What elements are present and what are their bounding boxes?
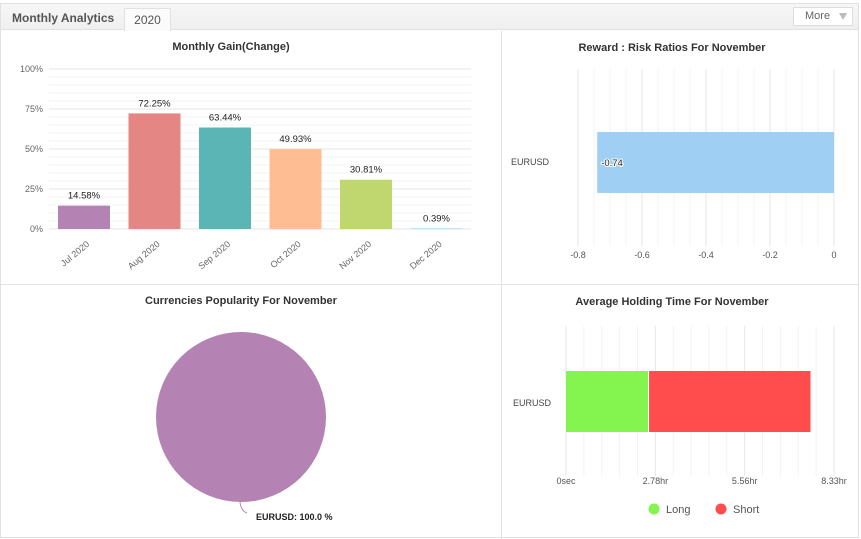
y-tick-label: 0%: [30, 224, 43, 234]
bar-dec-2020: [410, 228, 463, 229]
bar-aug-2020: [128, 113, 181, 229]
currencies-popularity-chart: EURUSD: 100.0 %: [156, 332, 333, 522]
vertical-divider: [501, 31, 502, 539]
pie-label-connector: [239, 501, 248, 514]
bar-eurusd: [597, 132, 834, 193]
x-tick-label: -0.6: [634, 250, 650, 260]
monthly-gain-title: Monthly Gain(Change): [172, 41, 290, 53]
bar-data-label: -0.74: [601, 158, 623, 169]
legend-label-long: Long: [666, 504, 690, 516]
x-tick-label: Nov 2020: [337, 239, 373, 271]
legend-marker-long: [648, 503, 660, 515]
x-tick-label: 2.78hr: [643, 476, 669, 486]
x-tick-label: Dec 2020: [408, 239, 444, 271]
more-label: More: [805, 10, 831, 22]
tab-2020[interactable]: 2020: [124, 8, 171, 31]
currencies-popularity-panel: Currencies Popularity For November EURUS…: [1, 285, 501, 539]
bar-data-label: 49.93%: [279, 134, 312, 145]
x-tick-label: 5.56hr: [732, 476, 758, 486]
bar-oct-2020: [269, 149, 322, 229]
bar-data-label: 63.44%: [209, 112, 242, 123]
bar-data-label: 14.58%: [68, 191, 101, 202]
bar-data-label: 72.25%: [138, 98, 171, 109]
y-tick-label: 25%: [25, 184, 43, 194]
bar-sep-2020: [199, 127, 251, 229]
x-tick-label: Oct 2020: [268, 239, 302, 270]
x-tick-label: Aug 2020: [126, 239, 162, 271]
y-category-label: EURUSD: [513, 398, 552, 408]
widget-title: Monthly Analytics: [12, 11, 115, 25]
x-tick-label: Jul 2020: [59, 239, 91, 269]
monthly-analytics-widget: Monthly Analytics 2020 More Monthly Gain…: [0, 3, 859, 539]
holding-time-panel: Average Holding Time For November 0sec 2.…: [502, 285, 858, 539]
pie-slice-eurusd: [156, 332, 326, 502]
y-tick-label: 100%: [20, 64, 43, 74]
reward-risk-chart: -0.8 -0.6 -0.4 -0.2 0 -0.74 EURUSD: [511, 69, 837, 260]
legend-marker-short: [715, 503, 727, 515]
reward-risk-title: Reward : Risk Ratios For November: [578, 42, 766, 54]
bar-data-label: 0.39%: [423, 213, 450, 224]
x-tick-label: 0sec: [556, 476, 576, 486]
horizontal-divider: [1, 284, 858, 285]
y-tick-label: 50%: [25, 144, 43, 154]
holding-time-chart: 0sec 2.78hr 5.56hr 8.33hr EURUSD Long Short: [513, 326, 847, 516]
x-tick-label: -0.8: [570, 250, 586, 260]
x-tick-label: 8.33hr: [821, 476, 847, 486]
y-tick-label: 75%: [25, 104, 43, 114]
legend-label-short: Short: [733, 504, 759, 516]
holding-time-title: Average Holding Time For November: [575, 296, 769, 308]
x-tick-label: -0.4: [698, 250, 714, 260]
reward-risk-panel: Reward : Risk Ratios For November -0.8 -0…: [502, 31, 858, 284]
bar-nov-2020: [340, 179, 392, 229]
bar-data-label: 30.81%: [350, 165, 383, 176]
bar-segment-long: [566, 371, 649, 432]
pie-data-label: EURUSD: 100.0 %: [256, 512, 333, 522]
currencies-popularity-title: Currencies Popularity For November: [145, 295, 337, 307]
x-tick-label: Sep 2020: [196, 239, 232, 271]
bar-segment-short: [649, 371, 811, 432]
monthly-gain-chart: 0% 25% 50% 75% 100% 14.58% Jul 2020 72.25% Aug 2…: [20, 64, 471, 271]
monthly-gain-panel: Monthly Gain(Change) 0% 25% 50% 75% 100% 14.5…: [1, 31, 501, 284]
caret-down-icon: [839, 13, 847, 20]
more-dropdown-button[interactable]: More: [793, 7, 853, 26]
bar-jul-2020: [58, 205, 110, 229]
x-tick-label: 0: [831, 250, 836, 260]
y-category-label: EURUSD: [511, 157, 550, 167]
widget-header: Monthly Analytics 2020 More: [1, 4, 858, 31]
x-tick-label: -0.2: [762, 250, 778, 260]
